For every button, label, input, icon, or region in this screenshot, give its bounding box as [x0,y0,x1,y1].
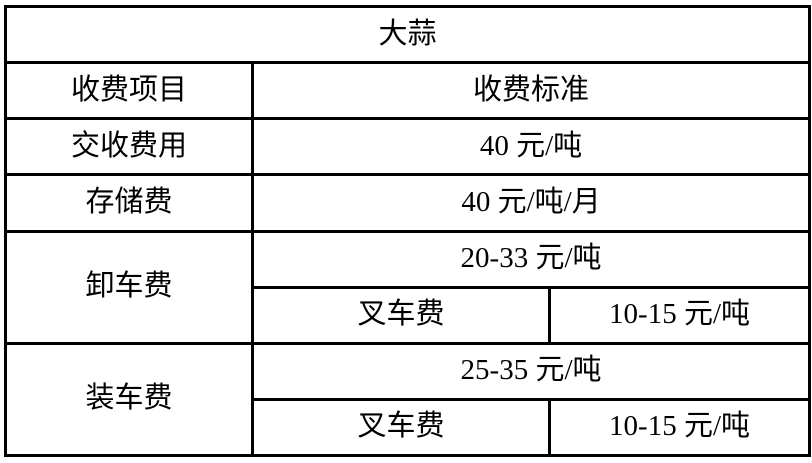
storage-fee-value-cell: 40 元/吨/月 [250,173,812,233]
table-row-header: 收费项目 收费标准 [4,61,812,121]
header-fee-standard-cell: 收费标准 [250,61,812,121]
header-fee-item-cell: 收费项目 [4,61,254,121]
table-row-title: 大蒜 [3,4,812,65]
unloading-fee-label-cell: 卸车费 [4,229,254,345]
table-row-storage: 存储费 40 元/吨/月 [4,173,812,233]
loading-fee-value-cell: 25-35 元/吨 [250,341,812,401]
delivery-fee-label-cell: 交收费用 [4,117,254,177]
loading-fee-label-cell: 装车费 [4,341,254,458]
unloading-forklift-label-cell: 叉车费 [251,285,551,345]
unloading-fee-value-cell: 20-33 元/吨 [250,229,812,289]
table-row-loading-forklift: 叉车费 10-15 元/吨 [6,397,812,458]
table-row-loading: 装车费 25-35 元/吨 [4,341,812,458]
fee-table: 大蒜 收费项目 收费标准 交收费用 40 元/吨 存储费 40 元/吨/月 卸车… [3,4,812,458]
table-row-unloading: 卸车费 20-33 元/吨 [4,229,812,345]
loading-forklift-value-cell: 10-15 元/吨 [547,397,812,458]
delivery-fee-value-cell: 40 元/吨 [250,117,812,177]
table-row-delivery: 交收费用 40 元/吨 [4,117,812,177]
table-title-cell: 大蒜 [3,4,812,65]
unloading-forklift-value-cell: 10-15 元/吨 [547,285,812,345]
loading-forklift-label-cell: 叉车费 [251,397,551,458]
storage-fee-label-cell: 存储费 [4,173,254,233]
table-row-unloading-forklift: 叉车费 10-15 元/吨 [6,285,812,345]
